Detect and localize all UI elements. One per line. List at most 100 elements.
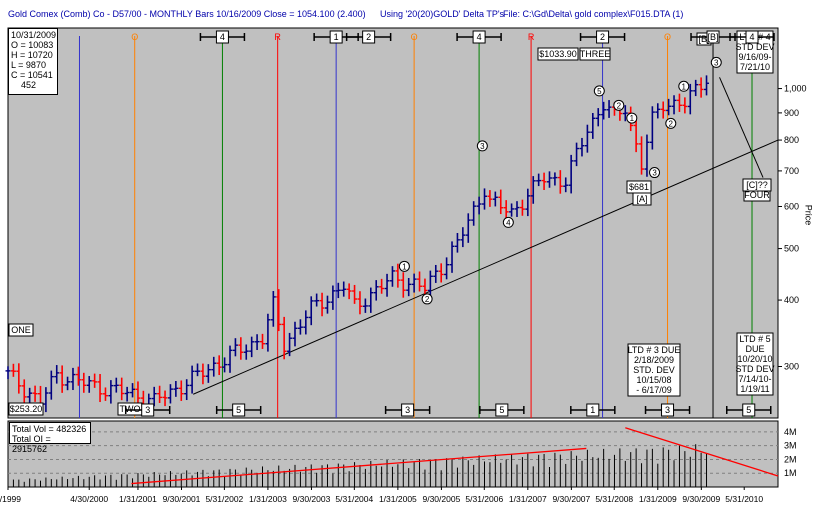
price-bar [519, 199, 525, 216]
svg-text:LTD # 3 DUE: LTD # 3 DUE [628, 345, 681, 355]
total-volume: Total Vol = 482326 [12, 424, 87, 434]
svg-text:2: 2 [600, 32, 605, 42]
price-bar [655, 103, 661, 119]
volume-tick-label-0: 1M [784, 468, 797, 478]
price-bar [249, 336, 255, 358]
cycle-marker-top-8: 2 [579, 30, 626, 44]
svg-text:4: 4 [477, 32, 482, 42]
price-bar [671, 95, 677, 115]
price-bar [465, 213, 471, 243]
price-bar [238, 337, 244, 360]
x-tick-label-6: 9/30/2003 [293, 494, 331, 504]
price-bar [682, 97, 688, 114]
price-bar [525, 188, 531, 217]
price-bar [330, 285, 336, 310]
svg-text:$1033.90: $1033.90 [539, 49, 577, 59]
chart-title: Gold Comex (Comb) Co - D57/00 - MONTHLY … [8, 9, 366, 19]
cycle-marker-bottom-6: 5 [726, 403, 772, 417]
svg-text:5: 5 [499, 405, 504, 415]
wave-label-9: 2 [617, 101, 622, 110]
price-bar [514, 201, 520, 217]
price-bar [498, 189, 504, 215]
cycle-marker-bottom-2: 3 [384, 403, 431, 417]
label-a: [A] [632, 192, 652, 206]
label-two: TWO [117, 402, 143, 416]
price-bar [346, 283, 352, 300]
price-bar [341, 281, 347, 297]
price-bar [509, 203, 515, 217]
label-one: ONE [8, 323, 34, 337]
price-bar [270, 291, 276, 327]
x-tick-label-1: 4/30/2000 [70, 494, 108, 504]
price-bar [5, 366, 11, 380]
price-bar [314, 293, 320, 307]
price-bar [297, 319, 303, 335]
price-bar [308, 296, 314, 326]
wave-label-0: 1 [402, 262, 407, 271]
price-bar [368, 287, 374, 313]
svg-text:DUE: DUE [745, 344, 764, 354]
price-bar [552, 172, 558, 186]
price-bar [698, 77, 704, 98]
volume-panel [7, 420, 779, 488]
price-bar [130, 383, 136, 398]
y-tick-label-7: 1,000 [784, 84, 807, 94]
volume-info-box: Total Vol = 482326 Total OI = 2915762 [9, 422, 91, 454]
cycle-marker-top-2: R [274, 32, 281, 42]
svg-text:LTD # 5: LTD # 5 [739, 334, 770, 344]
wave-label-8: 1 [630, 114, 635, 123]
wave-circle-2 [476, 140, 488, 152]
price-bar [590, 113, 596, 139]
svg-text:1: 1 [590, 405, 595, 415]
price-bar [400, 272, 406, 298]
price-bar [54, 365, 60, 384]
price-bar [395, 263, 401, 288]
total-oi: Total OI = 2915762 [12, 434, 51, 454]
price-bar [384, 273, 390, 297]
price-bar [471, 201, 477, 226]
price-bar [222, 357, 228, 373]
price-bar [335, 282, 341, 299]
label-c: [C]?? [742, 178, 772, 192]
price-bar [287, 332, 293, 357]
price-bar [379, 278, 385, 294]
x-tick-label-12: 9/30/2007 [552, 494, 590, 504]
wave-label-1: 2 [425, 295, 430, 304]
wave-label-4: 1 [682, 82, 687, 91]
svg-text:THREE: THREE [580, 49, 611, 59]
info-open: O = 10083 [11, 40, 54, 50]
price-bar [205, 364, 211, 383]
price-bar [649, 106, 655, 150]
price-bar [86, 376, 92, 393]
price-bar [92, 373, 98, 388]
price-bar [232, 338, 238, 357]
price-bar [639, 136, 645, 175]
cycle-marker-top-9: O [664, 32, 671, 42]
price-bar [568, 154, 574, 194]
file-label: File: C:\Gd\Delta\ gold complex\F015.DTA… [503, 9, 684, 19]
price-bar [48, 370, 54, 400]
price-bar [119, 377, 125, 401]
x-tick-label-4: 5/31/2002 [205, 494, 243, 504]
price-bar [70, 367, 76, 391]
price-bar [454, 232, 460, 253]
price-bar [16, 363, 22, 394]
svg-text:STD DEV: STD DEV [735, 364, 774, 374]
price-bar [21, 379, 27, 405]
price-bar [444, 257, 450, 280]
x-tick-label-14: 1/31/2009 [639, 494, 677, 504]
price-bar [173, 380, 179, 397]
cycle-marker-top-5: O [411, 32, 418, 42]
label-three: THREE [579, 47, 611, 61]
svg-text:FOUR: FOUR [744, 190, 770, 200]
y-tick-label-1: 400 [784, 295, 799, 305]
svg-text:1: 1 [334, 32, 339, 42]
svg-text:3: 3 [665, 405, 670, 415]
svg-text:TWO: TWO [120, 404, 141, 414]
svg-text:4: 4 [750, 32, 755, 42]
cycle-marker-top-4: 2 [345, 30, 392, 44]
x-tick-label-11: 1/31/2007 [509, 494, 547, 504]
